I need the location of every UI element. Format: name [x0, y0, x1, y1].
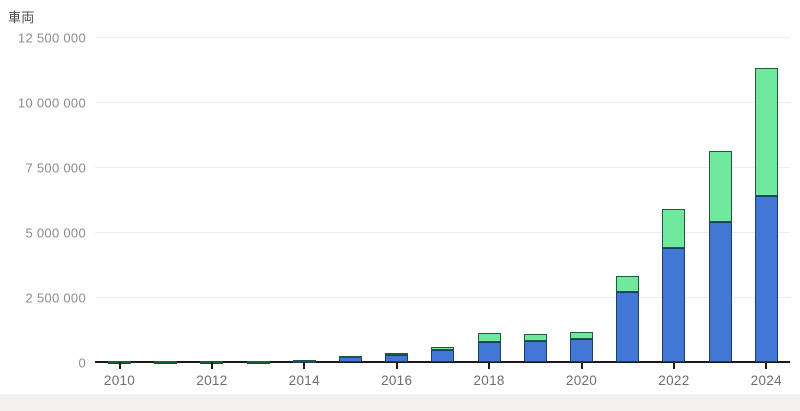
bar-2016-blue-segment — [385, 355, 409, 362]
bar-2024-green-segment — [754, 68, 778, 196]
bar-2016-green-segment — [385, 352, 409, 356]
bar-2020-green-segment — [570, 331, 593, 340]
bar-2022-blue-segment — [662, 247, 686, 362]
x-tick-label: 2024 — [750, 373, 782, 388]
x-tick-label: 2016 — [381, 373, 413, 388]
bar-2022-green-segment — [662, 208, 686, 248]
bar-2021-blue-segment — [616, 291, 640, 362]
bar-2019-green-segment — [523, 334, 547, 341]
x-tick-label: 2010 — [103, 373, 136, 388]
y-axis-title: 車両 — [8, 10, 35, 25]
x-tick-mark — [395, 362, 398, 369]
x-tick-mark — [765, 362, 768, 369]
x-tick-label: 2012 — [196, 373, 228, 388]
bar-2015-green-segment — [339, 355, 362, 358]
bar-2013-green-segment — [246, 361, 270, 364]
bar-2017-blue-segment — [431, 349, 455, 362]
gridline — [95, 37, 790, 38]
footer-strip — [0, 394, 800, 411]
x-tick-mark — [672, 362, 675, 369]
bar-2014-green-segment — [292, 360, 316, 363]
gridline — [95, 232, 790, 233]
bar-2023-blue-segment — [708, 221, 732, 362]
bar-2015-blue-segment — [339, 357, 362, 362]
y-tick-label: 7 500 000 — [25, 160, 86, 175]
bar-2011-green-segment — [154, 361, 178, 364]
x-tick-mark — [303, 362, 306, 369]
y-tick-label: 10 000 000 — [17, 95, 86, 110]
bar-2018-blue-segment — [477, 341, 501, 362]
x-tick-label: 2014 — [288, 373, 320, 388]
bar-2024-blue-segment — [754, 195, 778, 362]
bar-2019-blue-segment — [523, 340, 547, 362]
bar-2023-green-segment — [708, 151, 732, 222]
y-tick-label: 5 000 000 — [25, 225, 86, 240]
x-tick-mark — [580, 362, 583, 369]
x-tick-mark — [210, 362, 213, 369]
x-tick-label: 2020 — [565, 373, 598, 388]
x-axis-line — [95, 361, 790, 363]
x-tick-mark — [488, 362, 491, 369]
gridline — [95, 297, 790, 298]
y-tick-label: 2 500 000 — [25, 290, 86, 305]
bar-2017-green-segment — [431, 346, 455, 350]
bar-2021-green-segment — [616, 276, 640, 292]
gridline — [95, 102, 790, 103]
y-tick-label: 12 500 000 — [17, 30, 86, 45]
bar-2020-blue-segment — [570, 339, 593, 362]
x-tick-label: 2018 — [473, 373, 505, 388]
bar-2018-green-segment — [477, 333, 501, 342]
gridline — [95, 167, 790, 168]
y-tick-label: 0 — [78, 355, 86, 370]
x-tick-label: 2022 — [658, 373, 690, 388]
x-tick-mark — [118, 362, 121, 369]
